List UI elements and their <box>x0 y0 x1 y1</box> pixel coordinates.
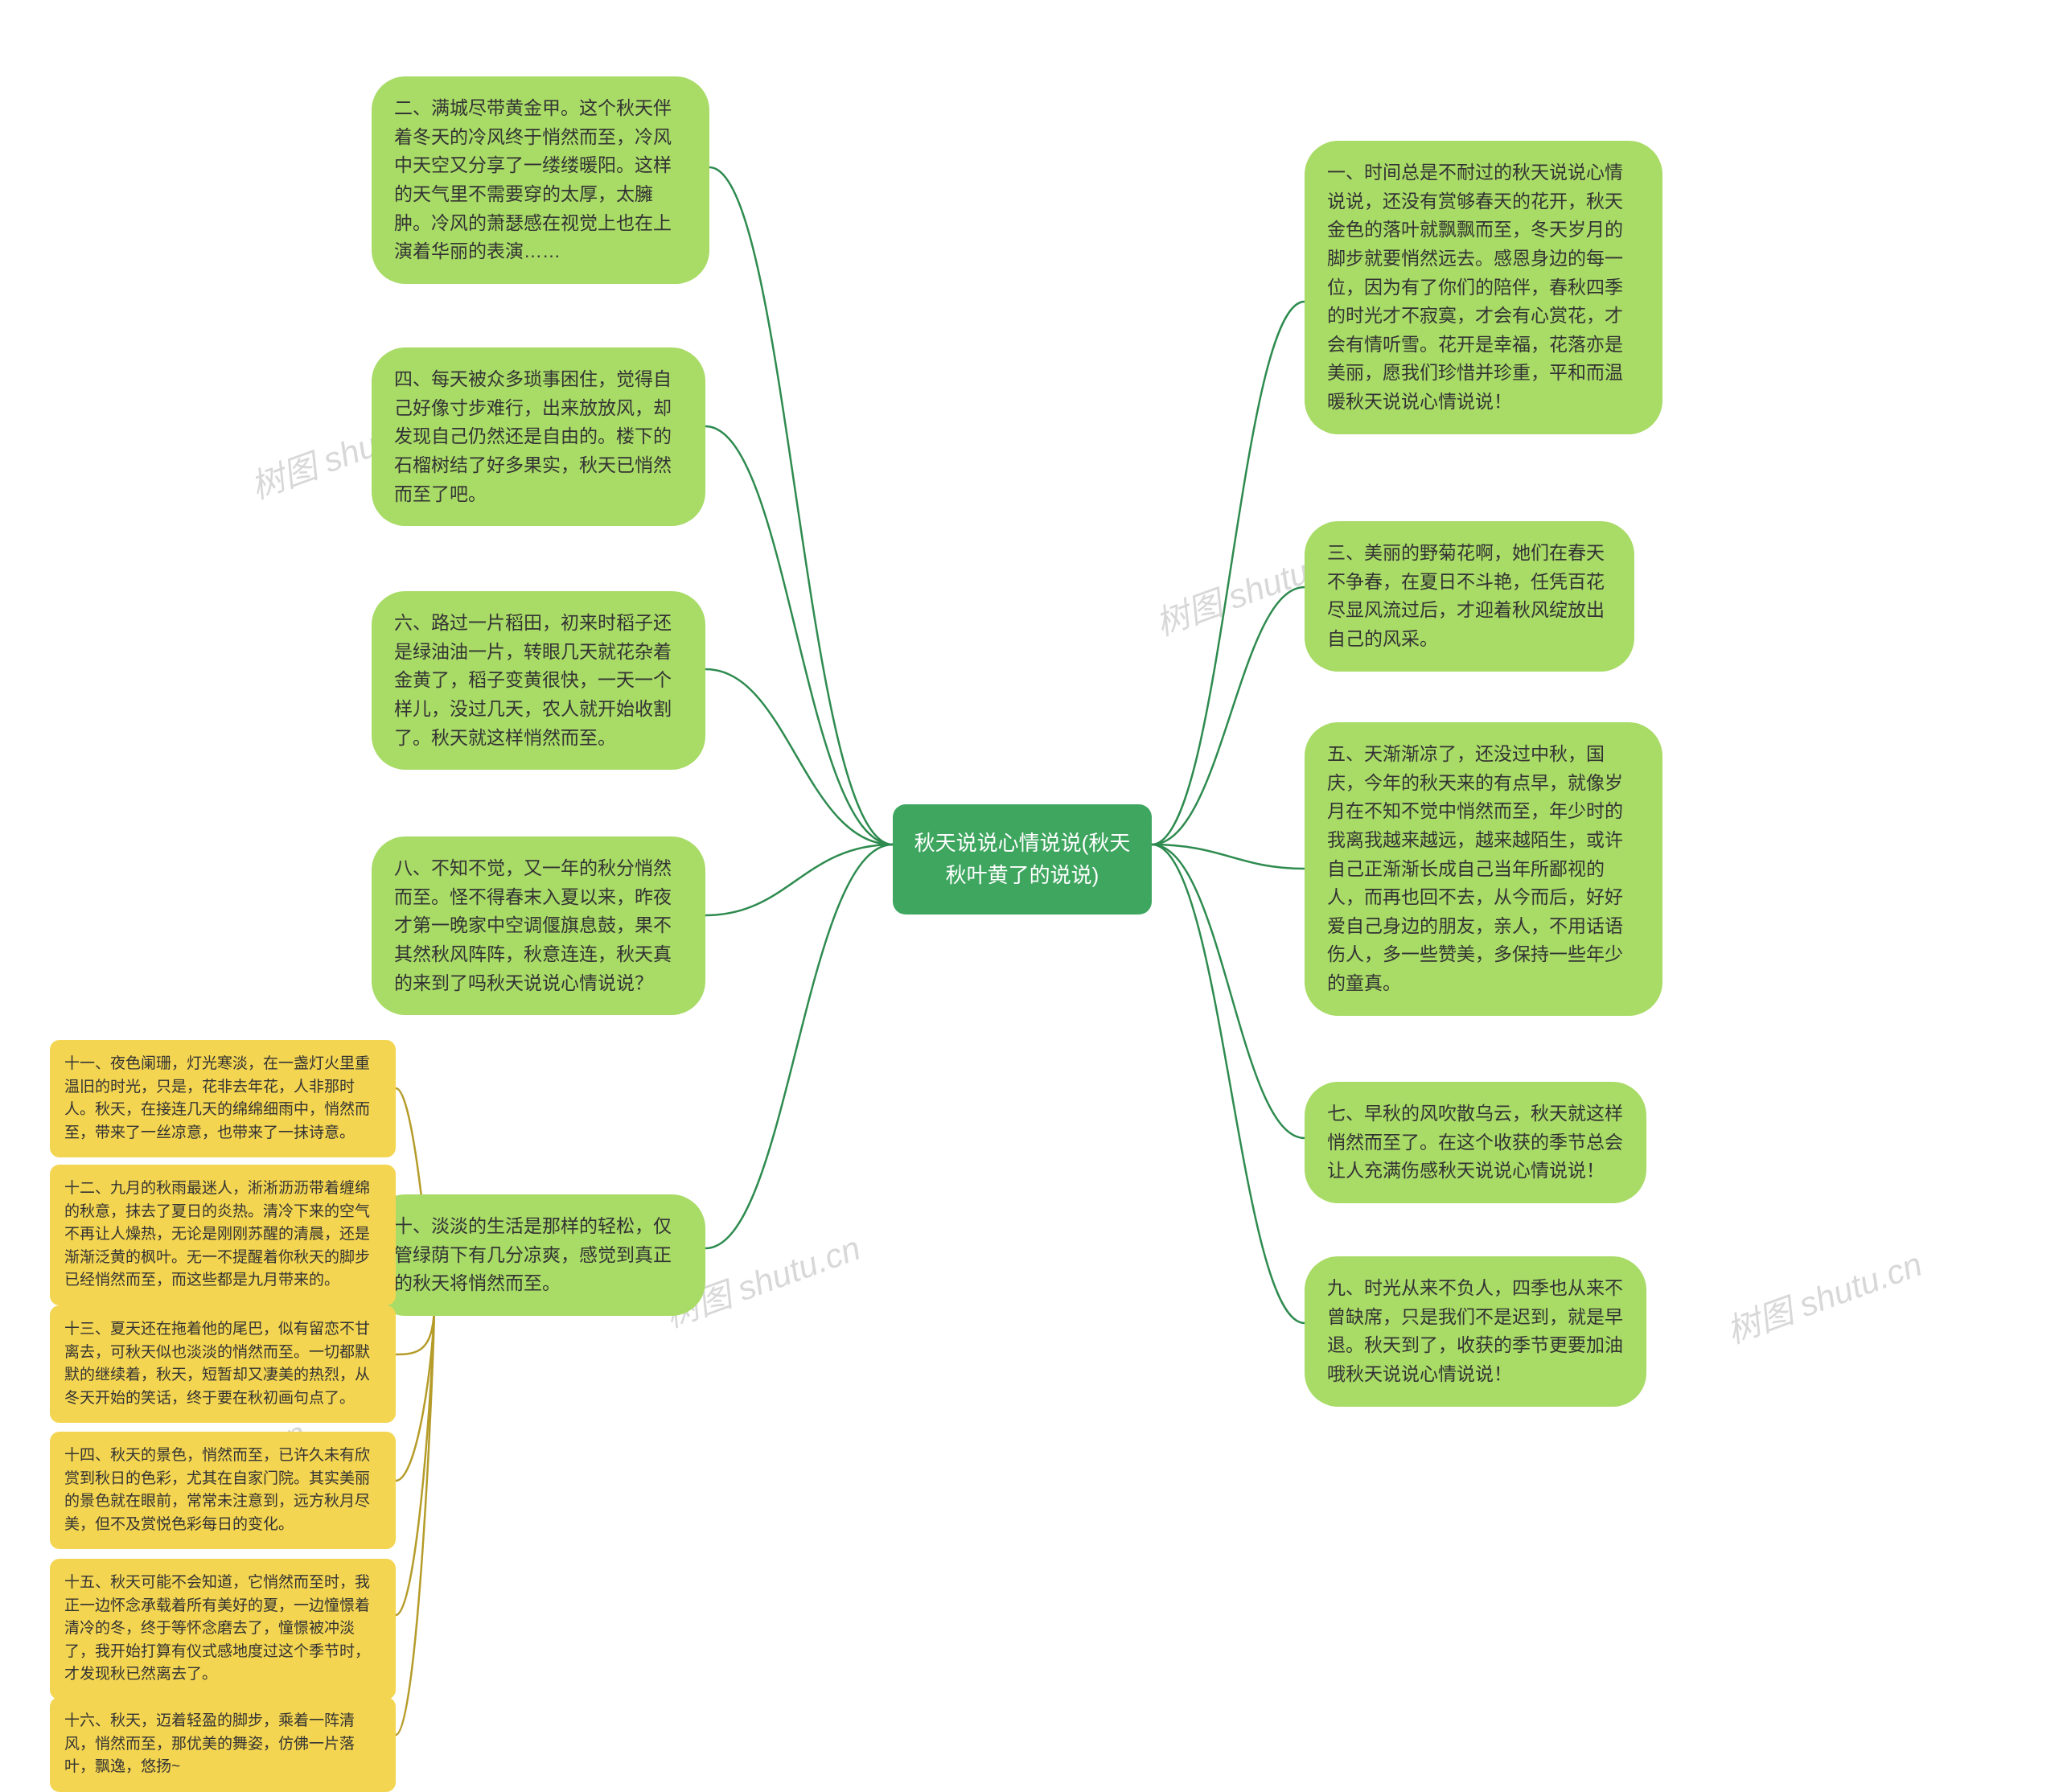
branch-node-3: 三、美丽的野菊花啊，她们在春天不争春，在夏日不斗艳，任凭百花尽显风流过后，才迎着… <box>1305 521 1634 672</box>
sub-node-12: 十二、九月的秋雨最迷人，淅淅沥沥带着缠绵的秋意，抹去了夏日的炎热。清冷下来的空气… <box>50 1165 396 1305</box>
watermark: 树图 shutu.cn <box>1719 1237 1928 1353</box>
sub-node-15: 十五、秋天可能不会知道，它悄然而至时，我正一边怀念承载着所有美好的夏，一边憧憬着… <box>50 1559 396 1700</box>
branch-node-5: 五、天渐渐凉了，还没过中秋，国庆，今年的秋天来的有点早，就像岁月在不知不觉中悄然… <box>1305 722 1662 1016</box>
branch-node-4: 四、每天被众多琐事困住，觉得自己好像寸步难行，出来放放风，却发现自己仍然还是自由… <box>372 347 705 526</box>
center-node: 秋天说说心情说说(秋天秋叶黄了的说说) <box>893 804 1152 914</box>
sub-node-14: 十四、秋天的景色，悄然而至，已许久未有欣赏到秋日的色彩，尤其在自家门院。其实美丽… <box>50 1432 396 1549</box>
branch-node-6: 六、路过一片稻田，初来时稻子还是绿油油一片，转眼几天就花杂着金黄了，稻子变黄很快… <box>372 591 705 770</box>
branch-node-10: 十、淡淡的生活是那样的轻松，仅管绿荫下有几分凉爽，感觉到真正的秋天将悄然而至。 <box>372 1194 705 1316</box>
branch-node-2: 二、满城尽带黄金甲。这个秋天伴着冬天的冷风终于悄然而至，冷风中天空又分享了一缕缕… <box>372 76 709 284</box>
branch-node-1: 一、时间总是不耐过的秋天说说心情说说，还没有赏够春天的花开，秋天金色的落叶就飘飘… <box>1305 141 1662 434</box>
sub-node-16: 十六、秋天，迈着轻盈的脚步，乘着一阵清风，悄然而至，那优美的舞姿，仿佛一片落叶，… <box>50 1697 396 1792</box>
branch-node-7: 七、早秋的风吹散乌云，秋天就这样悄然而至了。在这个收获的季节总会让人充满伤感秋天… <box>1305 1082 1646 1203</box>
branch-node-8: 八、不知不觉，又一年的秋分悄然而至。怪不得春末入夏以来，昨夜才第一晚家中空调偃旗… <box>372 836 705 1015</box>
sub-node-13: 十三、夏天还在拖着他的尾巴，似有留恋不甘离去，可秋天似也淡淡的悄然而至。一切都默… <box>50 1305 396 1423</box>
sub-node-11: 十一、夜色阑珊，灯光寒淡，在一盏灯火里重温旧的时光，只是，花非去年花，人非那时人… <box>50 1040 396 1157</box>
branch-node-9: 九、时光从来不负人，四季也从来不曾缺席，只是我们不是迟到，就是早退。秋天到了，收… <box>1305 1256 1646 1407</box>
